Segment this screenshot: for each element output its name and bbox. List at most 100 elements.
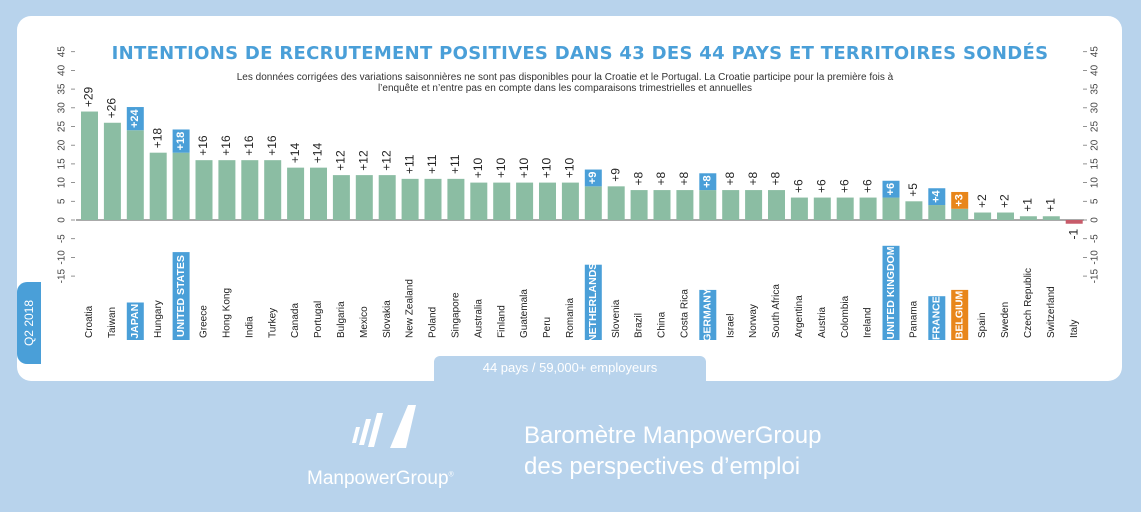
- y-tick-label: -15: [57, 268, 68, 283]
- y-tick-label: 45: [57, 46, 68, 58]
- value-label: +4: [931, 189, 943, 202]
- bar-romania: [561, 182, 579, 220]
- value-label-badge: [584, 169, 602, 187]
- bar-portugal: [310, 167, 327, 220]
- category-label: JAPAN: [129, 304, 141, 339]
- y-tick-label: 0: [1090, 217, 1101, 223]
- registered-mark: ®: [448, 471, 454, 479]
- y-tick-label: -15: [1090, 268, 1101, 283]
- value-label: +8: [723, 172, 737, 186]
- category-label: Croatia: [84, 305, 95, 338]
- y-tick-label: 20: [57, 139, 68, 151]
- chart-title: INTENTIONS DE RECRUTEMENT POSITIVES DANS…: [111, 43, 1049, 64]
- brand-name: ManpowerGroup®: [307, 468, 454, 490]
- category-label: Panama: [909, 300, 920, 338]
- value-label: +3: [954, 194, 966, 207]
- bar-south-africa: [768, 190, 785, 220]
- bar-switzerland: [1042, 216, 1060, 220]
- bar-argentina: [790, 197, 808, 220]
- bar-japan: [126, 130, 144, 220]
- bar-china: [653, 190, 671, 220]
- category-label: Italy: [1069, 320, 1080, 338]
- value-label: +18: [150, 128, 164, 149]
- category-label: Brazil: [634, 313, 645, 338]
- value-label: +24: [129, 108, 141, 128]
- category-label: UNITED STATES: [175, 255, 187, 337]
- category-label: Peru: [542, 317, 553, 338]
- value-label: +16: [196, 135, 210, 156]
- category-label: Switzerland: [1046, 286, 1057, 338]
- bar-panama: [905, 201, 923, 220]
- value-label: +16: [219, 135, 233, 156]
- bar-ireland: [859, 197, 877, 220]
- category-label: Slovenia: [611, 299, 622, 338]
- value-label: +1: [1043, 198, 1057, 212]
- bar-spain: [974, 212, 992, 220]
- value-label: +1: [1021, 198, 1035, 212]
- bar-united-kingdom: [882, 197, 900, 220]
- y-tick-label: 10: [1090, 177, 1101, 189]
- y-tick-label: 15: [57, 158, 68, 170]
- value-label: +11: [448, 154, 462, 174]
- y-tick-label: 40: [57, 64, 68, 76]
- category-label-badge: [928, 296, 946, 340]
- category-label: Guatemala: [519, 289, 530, 338]
- quarter-tab: [17, 282, 41, 364]
- bar-new-zealand: [401, 178, 419, 220]
- bar-germany: [699, 190, 717, 220]
- category-label: BELGIUM: [953, 290, 965, 339]
- category-label: Colombia: [840, 295, 851, 338]
- category-label: Turkey: [267, 308, 278, 338]
- category-label: Norway: [748, 304, 759, 338]
- y-tick-label: 40: [1090, 64, 1101, 76]
- bar-poland: [424, 178, 442, 220]
- y-tick-label: 30: [1090, 102, 1101, 114]
- value-label: +8: [654, 172, 668, 186]
- category-label: Ireland: [863, 307, 874, 338]
- tagline-line-2: des perspectives d’emploi: [524, 453, 801, 480]
- category-label: Poland: [428, 307, 439, 338]
- bar-belgium: [951, 208, 969, 220]
- value-label: +10: [517, 157, 531, 178]
- category-label: Mexico: [359, 306, 370, 338]
- category-label: Greece: [199, 305, 210, 338]
- value-label: +16: [242, 135, 256, 156]
- y-tick-label: 45: [1090, 46, 1101, 58]
- value-label-badge: [126, 107, 144, 131]
- bar-norway: [745, 190, 763, 220]
- value-label: +6: [814, 179, 828, 193]
- value-label-badge: [928, 188, 946, 206]
- value-label: +8: [677, 172, 691, 186]
- y-tick-label: 15: [1090, 158, 1101, 170]
- category-label-badge: [882, 245, 900, 340]
- bar-france: [928, 205, 946, 220]
- value-label: +8: [631, 172, 645, 186]
- bar-greece: [195, 160, 213, 220]
- value-label: +18: [175, 132, 187, 151]
- tagline: Baromètre ManpowerGroup des perspectives…: [524, 420, 821, 482]
- value-label: +8: [769, 172, 783, 186]
- sample-size-tab: [434, 356, 706, 381]
- bar-singapore: [447, 178, 465, 220]
- bar-israel: [722, 190, 740, 220]
- category-label: South Africa: [771, 284, 782, 338]
- value-label: +8: [746, 172, 760, 186]
- bar-colombia: [836, 197, 854, 220]
- bar-slovakia: [378, 175, 396, 220]
- category-label-badge: [172, 252, 190, 340]
- category-label: Argentina: [794, 295, 805, 338]
- category-label: FRANCE: [931, 296, 943, 340]
- category-label: Sweden: [1000, 302, 1011, 338]
- bar-croatia: [81, 111, 98, 220]
- bar-taiwan: [103, 122, 121, 220]
- category-label-badge: [951, 289, 969, 340]
- note-line-2: l’enquête et n’entre pas en compte dans …: [377, 83, 753, 94]
- value-label: +10: [563, 157, 577, 178]
- category-label: Romania: [565, 298, 576, 338]
- y-tick-label: 0: [57, 217, 68, 223]
- note-line-1: Les données corrigées des variations sai…: [236, 72, 894, 83]
- value-label: +12: [379, 150, 393, 171]
- value-label-badge: [951, 191, 969, 209]
- y-tick-label: 5: [1090, 198, 1101, 204]
- bar-australia: [470, 182, 488, 220]
